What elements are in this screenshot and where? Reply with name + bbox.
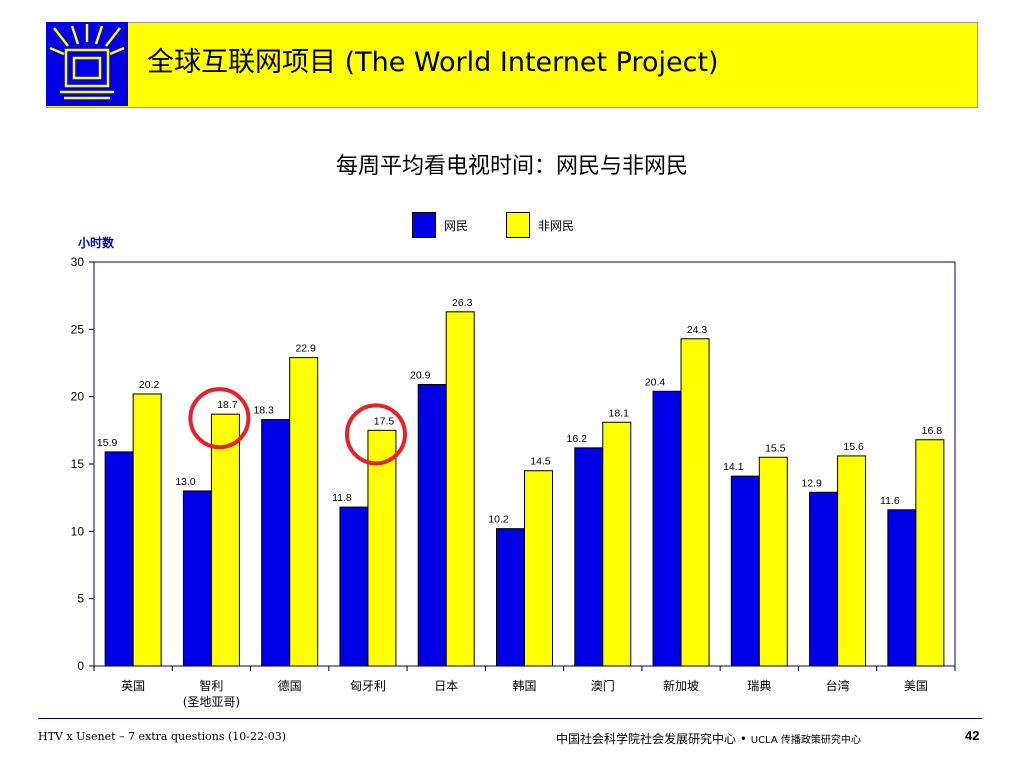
data-label: 15.9 — [97, 437, 118, 449]
footer-divider — [38, 718, 982, 719]
highlight-circle — [188, 387, 251, 450]
bar-noninternet — [210, 413, 240, 667]
data-label: 14.1 — [723, 461, 744, 473]
x-category-label: 澳门 — [591, 678, 615, 693]
y-tick-label: 25 — [71, 322, 85, 336]
data-label: 16.8 — [922, 425, 943, 437]
bar-internet — [339, 506, 369, 667]
y-axis-unit-label: 小时数 — [78, 236, 115, 250]
page-title: 全球互联网项目 (The World Internet Project) — [147, 47, 719, 78]
x-category-label: 智利 — [199, 678, 223, 693]
data-label: 10.2 — [488, 514, 509, 526]
y-tick-label: 20 — [71, 390, 85, 404]
data-label: 20.2 — [139, 379, 160, 391]
header-banner — [46, 22, 978, 108]
footer-center-text: 中国社会科学院社会发展研究中心 • UCLA 传播政策研究中心 — [556, 730, 861, 747]
bar-noninternet — [680, 338, 710, 667]
data-label: 17.5 — [374, 415, 395, 427]
x-category-label: 日本 — [434, 679, 458, 693]
logo — [46, 22, 128, 106]
bar-noninternet — [915, 439, 945, 667]
legend-item-noninternet: 非网民 — [506, 212, 574, 238]
x-category-label: 新加坡 — [663, 678, 699, 693]
footer-org-cass: 中国社会科学院社会发展研究中心 — [556, 732, 737, 746]
highlight-circle — [344, 403, 407, 466]
data-label: 11.6 — [880, 495, 900, 507]
data-label: 15.5 — [765, 442, 786, 454]
data-label: 22.9 — [295, 343, 316, 355]
x-category-label: 英国 — [121, 679, 145, 693]
bar-noninternet — [289, 357, 319, 667]
bar-internet — [104, 451, 134, 667]
x-category-label: 瑞典 — [747, 679, 771, 693]
data-label: 15.6 — [843, 441, 864, 453]
bar-noninternet — [837, 455, 867, 667]
data-label: 24.3 — [687, 324, 708, 336]
data-label: 20.9 — [410, 370, 431, 382]
data-label: 18.7 — [217, 399, 238, 411]
legend-swatch-internet — [412, 212, 436, 238]
bar-internet — [887, 509, 917, 667]
legend-item-internet: 网民 — [412, 212, 468, 238]
legend: 网民 非网民 — [412, 212, 612, 242]
legend-swatch-noninternet — [506, 212, 530, 238]
footer-separator: • — [739, 732, 747, 746]
footer-left-text: HTV x Usenet – 7 extra questions (10-22-… — [38, 730, 287, 743]
data-label: 11.8 — [332, 492, 352, 504]
bar-internet — [261, 419, 291, 667]
bar-noninternet — [758, 456, 788, 667]
chart-title: 每周平均看电视时间：网民与非网民 — [335, 154, 688, 179]
bar-noninternet — [367, 429, 397, 667]
page-number: 42 — [965, 728, 980, 743]
y-tick-label: 5 — [77, 592, 84, 606]
y-tick-label: 15 — [71, 457, 85, 471]
y-tick-label: 0 — [77, 659, 84, 673]
bar-noninternet — [445, 311, 475, 667]
x-category-label: (圣地亚哥) — [183, 695, 240, 709]
data-label: 16.2 — [567, 433, 588, 445]
bar-internet — [182, 490, 212, 667]
data-label: 14.5 — [530, 456, 551, 468]
data-label: 26.3 — [452, 297, 473, 309]
bar-internet — [574, 447, 604, 667]
x-category-label: 德国 — [278, 678, 302, 693]
legend-label-noninternet: 非网民 — [538, 218, 575, 233]
bar-internet — [652, 390, 682, 667]
bar-internet — [809, 491, 839, 667]
bar-internet — [496, 528, 525, 667]
bar-noninternet — [602, 421, 632, 667]
bar-internet — [417, 384, 447, 667]
footer-org-ucla: UCLA 传播政策研究中心 — [750, 735, 861, 746]
y-tick-label: 30 — [71, 255, 85, 269]
data-label: 20.4 — [645, 376, 666, 388]
x-category-label: 韩国 — [512, 678, 536, 693]
data-label: 18.3 — [253, 405, 274, 417]
y-tick-label: 10 — [71, 524, 85, 538]
data-label: 12.9 — [801, 477, 822, 489]
x-category-label: 台湾 — [826, 678, 850, 693]
logo-icon — [49, 24, 125, 100]
x-category-label: 匈牙利 — [350, 679, 386, 693]
bar-internet — [730, 475, 760, 667]
bar-noninternet — [132, 393, 162, 667]
bar-noninternet — [524, 470, 553, 667]
x-category-label: 美国 — [904, 679, 928, 693]
data-label: 18.1 — [609, 407, 630, 419]
legend-label-internet: 网民 — [444, 218, 469, 233]
data-label: 13.0 — [175, 476, 196, 488]
